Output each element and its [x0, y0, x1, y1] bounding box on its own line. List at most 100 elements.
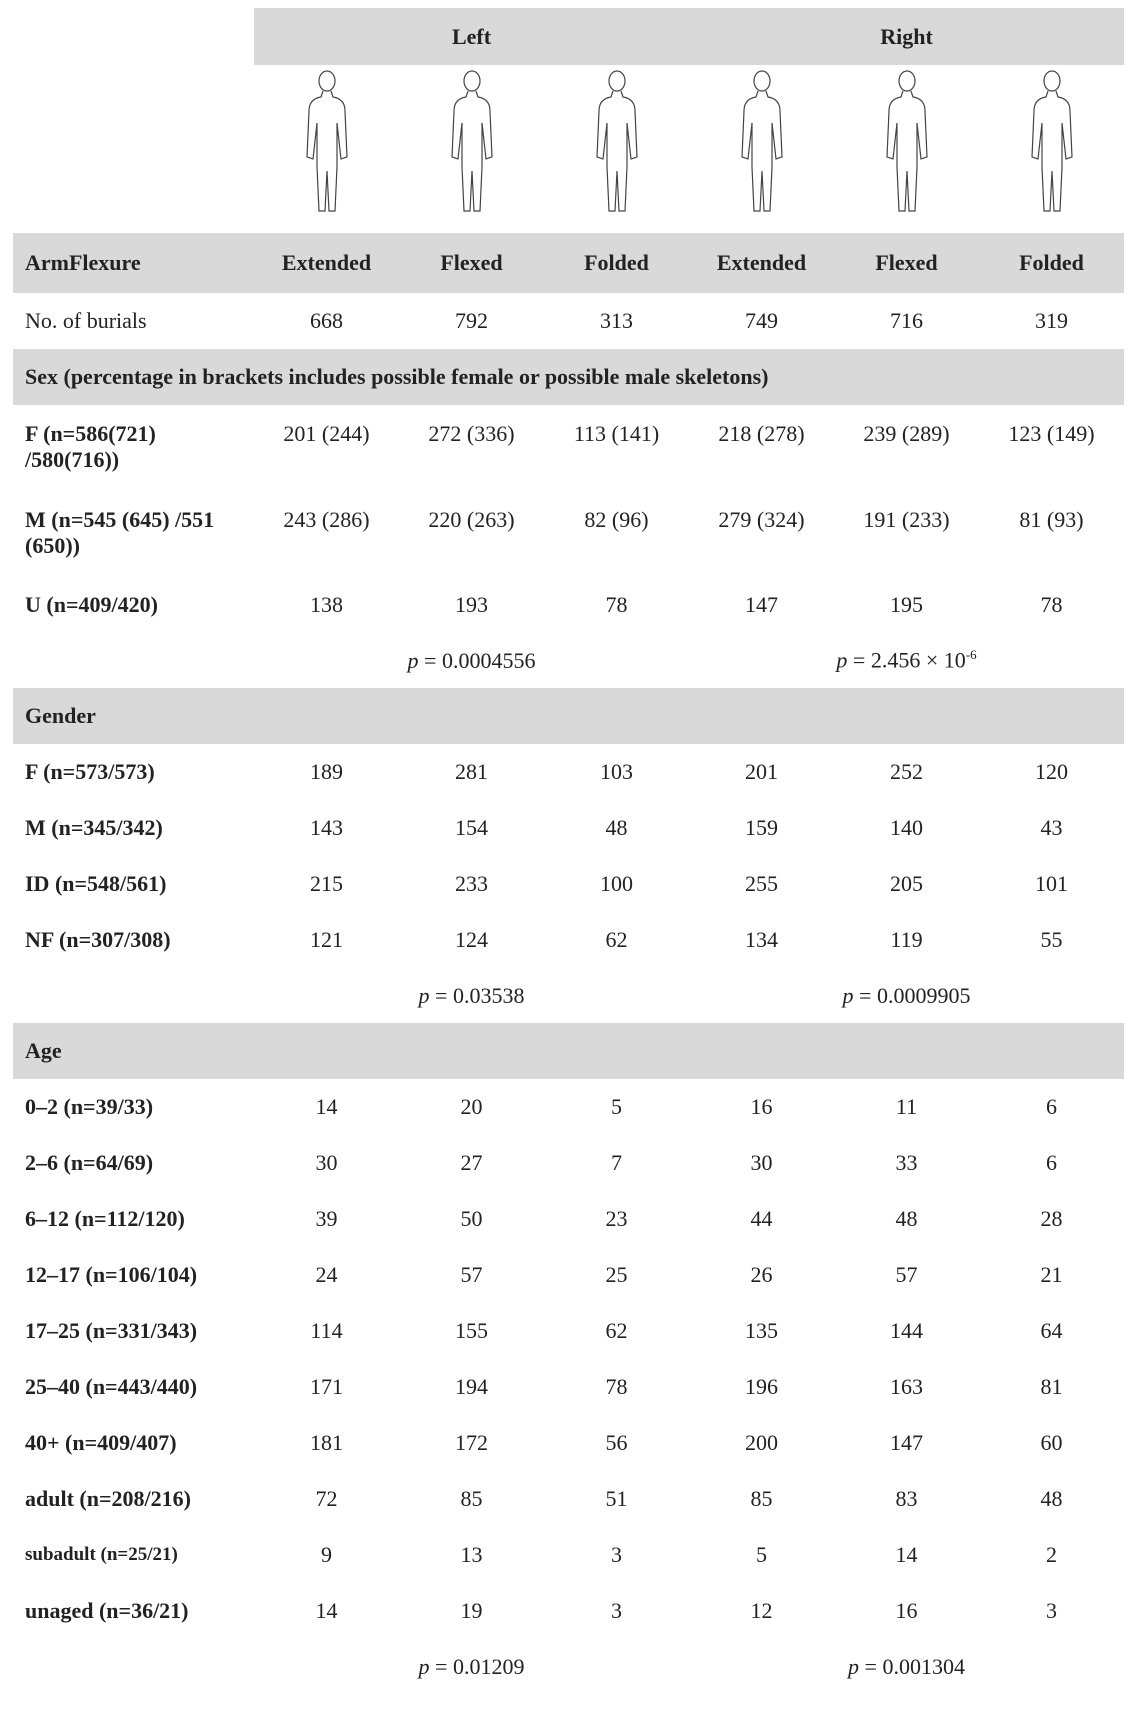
empty-cell — [13, 968, 254, 1023]
row-label: F (n=586(721) /580(716)) — [25, 421, 156, 472]
cell: 220 (263) — [428, 507, 515, 532]
cell: 56 — [605, 1430, 628, 1455]
cell: 16 — [750, 1094, 773, 1119]
cell: 48 — [605, 815, 628, 840]
cell: 13 — [460, 1542, 483, 1567]
burial-sketch — [1022, 67, 1082, 217]
cell: 281 — [455, 759, 488, 784]
burial-sketch — [297, 67, 357, 217]
section-title: Gender — [13, 688, 1125, 744]
cell: 196 — [745, 1374, 778, 1399]
p-symbol: p — [836, 647, 848, 673]
cell: 101 — [1035, 871, 1068, 896]
cell: 143 — [310, 815, 343, 840]
section-header-row: Gender — [13, 688, 1125, 744]
cell: 200 — [745, 1430, 778, 1455]
cell: 85 — [460, 1486, 483, 1511]
p-value: p = 0.0004556 — [254, 633, 689, 688]
burial-sketch — [877, 67, 937, 217]
cell: 62 — [605, 1318, 628, 1343]
cell: 103 — [600, 759, 633, 784]
cell: 11 — [895, 1094, 918, 1119]
cell: 78 — [1040, 592, 1063, 617]
p-exponent: -6 — [965, 647, 977, 663]
cell: 113 (141) — [573, 421, 660, 446]
row-label: No. of burials — [25, 308, 147, 333]
row-label: 0–2 (n=39/33) — [25, 1094, 154, 1119]
row-label: adult (n=208/216) — [25, 1486, 191, 1511]
cell: 12 — [750, 1598, 773, 1623]
figure-cell — [254, 65, 399, 225]
burials-row: No. of burials 668 792 313 749 716 319 — [13, 293, 1124, 349]
p-value-row: p = 0.0004556 p = 2.456 × 10-6 — [13, 633, 1124, 688]
figure-cell — [399, 65, 544, 225]
data-row: 17–25 (n=331/343) 114 155 62 135 144 64 — [13, 1303, 1124, 1359]
cell: 5 — [756, 1542, 767, 1567]
cell: 16 — [895, 1598, 918, 1623]
data-row: 6–12 (n=112/120) 39 50 23 44 48 28 — [13, 1191, 1124, 1247]
data-row: F (n=586(721) /580(716)) 201 (244) 272 (33… — [13, 405, 1124, 491]
cell: 215 — [310, 871, 343, 896]
cell: 147 — [745, 592, 778, 617]
column-header-row: ArmFlexure Extended Flexed Folded Extended Fl… — [13, 233, 1125, 293]
cell: 6 — [1046, 1150, 1057, 1175]
cell: 14 — [315, 1094, 338, 1119]
row-label: unaged (n=36/21) — [25, 1598, 189, 1623]
p-value: p = 0.0009905 — [689, 968, 1124, 1023]
empty-cell — [13, 65, 254, 225]
burial-sketch — [587, 67, 647, 217]
p-value: p = 0.001304 — [689, 1639, 1124, 1694]
row-label: 2–6 (n=64/69) — [25, 1150, 154, 1175]
cell: 279 (324) — [718, 507, 805, 532]
p-symbol: p — [842, 982, 854, 1008]
cell: 121 — [310, 927, 343, 952]
data-row: NF (n=307/308) 121 124 62 134 119 55 — [13, 912, 1124, 968]
cell: 163 — [890, 1374, 923, 1399]
column-header: Extended — [254, 233, 399, 293]
cell: 27 — [460, 1150, 483, 1175]
cell: 14 — [315, 1598, 338, 1623]
row-label: F (n=573/573) — [25, 759, 155, 784]
p-value: p = 2.456 × 10-6 — [689, 633, 1124, 688]
row-label: M (n=345/342) — [25, 815, 163, 840]
cell: 78 — [605, 592, 628, 617]
cell: 81 — [1040, 1374, 1063, 1399]
cell: 20 — [460, 1094, 483, 1119]
data-row: M (n=345/342) 143 154 48 159 140 43 — [13, 800, 1124, 856]
cell: 48 — [895, 1206, 918, 1231]
cell: 319 — [1035, 308, 1068, 333]
cell: 313 — [600, 308, 633, 333]
p-value: p = 0.03538 — [254, 968, 689, 1023]
p-text: = 0.0004556 — [418, 647, 536, 673]
group-header: Right — [689, 8, 1125, 65]
cell: 26 — [750, 1262, 773, 1287]
cell: 191 (233) — [863, 507, 950, 532]
cell: 172 — [455, 1430, 488, 1455]
row-label: 17–25 (n=331/343) — [25, 1318, 198, 1343]
cell: 83 — [895, 1486, 918, 1511]
cell: 124 — [455, 927, 488, 952]
data-table: Left Right ArmFlexure Extended Flexed Folde… — [13, 8, 1125, 1694]
cell: 48 — [1040, 1486, 1063, 1511]
p-value-row: p = 0.01209 p = 0.001304 — [13, 1639, 1124, 1694]
cell: 195 — [890, 592, 923, 617]
cell: 21 — [1040, 1262, 1063, 1287]
cell: 3 — [611, 1542, 622, 1567]
cell: 201 (244) — [283, 421, 370, 446]
cell: 7 — [611, 1150, 622, 1175]
section-header-row: Sex (percentage in brackets includes pos… — [13, 349, 1125, 405]
cell: 39 — [315, 1206, 338, 1231]
cell: 181 — [310, 1430, 343, 1455]
empty-cell — [13, 633, 254, 688]
cell: 57 — [895, 1262, 918, 1287]
cell: 60 — [1040, 1430, 1063, 1455]
cell: 50 — [460, 1206, 483, 1231]
p-value-row: p = 0.03538 p = 0.0009905 — [13, 968, 1124, 1023]
cell: 749 — [745, 308, 778, 333]
column-header: Folded — [544, 233, 689, 293]
row-label: U (n=409/420) — [25, 592, 158, 617]
row-label: 25–40 (n=443/440) — [25, 1374, 198, 1399]
cell: 140 — [890, 815, 923, 840]
row-label: ID (n=548/561) — [25, 871, 167, 896]
